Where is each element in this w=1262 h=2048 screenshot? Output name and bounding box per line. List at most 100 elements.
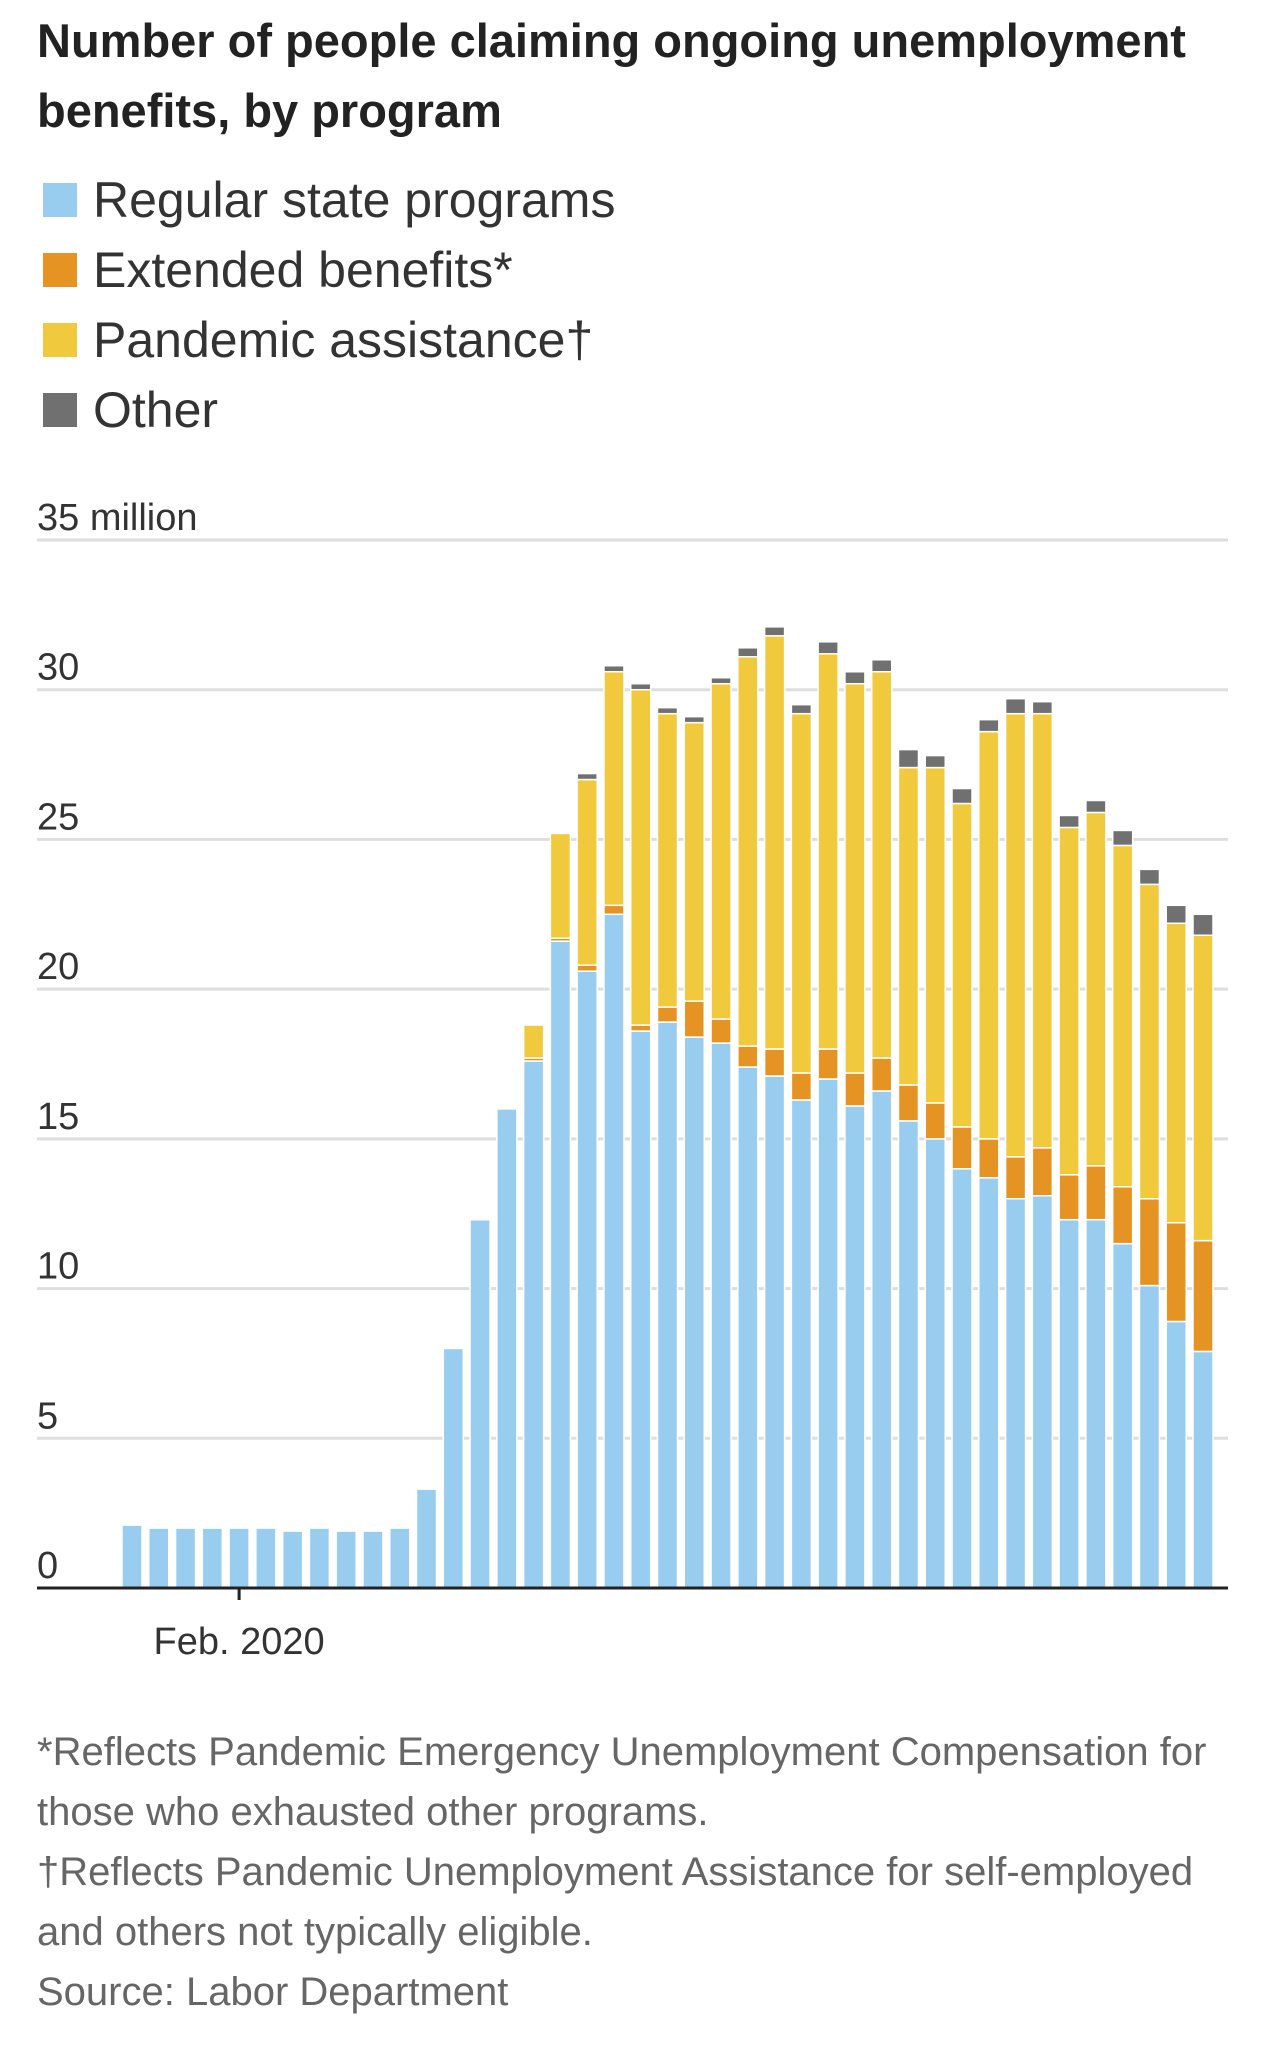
bar-segment [1138,883,1161,1200]
bar-segment [763,1048,786,1077]
bar-segment [255,1527,277,1589]
bar-segment [870,1090,893,1589]
bar-segment [1165,1221,1187,1323]
bar-segment [1004,1156,1027,1200]
bar-segment [683,721,706,1002]
bar-segment [844,670,866,685]
legend-item: Pandemic assistance† [43,305,615,375]
bar-segment [228,1527,250,1589]
chart-title: Number of people claiming ongoing unempl… [37,14,1186,137]
bar-segment [924,1138,946,1589]
bar-segment [121,1524,143,1589]
bar-segment [1085,1218,1107,1589]
bar-segment [549,940,572,1589]
bar-segment [201,1527,224,1589]
bar-segment [522,1060,545,1589]
bar-segment [737,1045,759,1068]
bar-segment [844,682,866,1074]
bar-segment [335,1530,357,1589]
bar-segment [576,772,598,781]
bar-segment [1111,844,1134,1188]
notes: *Reflects Pandemic Emergency Unemploymen… [37,1722,1237,2022]
legend-swatch [43,323,77,357]
bar-segment [737,647,759,658]
bar-segment [924,766,946,1104]
bar-segment [1031,1194,1054,1589]
bar-segment [710,682,732,1020]
y-tick-label: 20 [37,946,79,988]
bar-segment [1192,1350,1214,1589]
bar-segment [1138,1197,1161,1287]
bar-segment [603,904,625,916]
bar-segment [897,748,920,769]
y-tick-label: 10 [37,1246,79,1288]
legend-item: Regular state programs [43,165,615,235]
bar-segment [978,1138,1000,1179]
bar-segment [683,1000,706,1038]
y-tick-label: 0 [37,1545,58,1587]
bar-segment [924,1102,946,1140]
bar-segment [1004,712,1027,1158]
bar-segment [442,1347,465,1589]
legend-label: Regular state programs [93,172,616,228]
footnote: *Reflects Pandemic Emergency Unemploymen… [37,1730,1207,1834]
legend-swatch [43,393,77,427]
bar-segment [817,653,839,1050]
legend: Regular state programs Extended benefits*… [43,165,615,445]
bar-segment [790,712,813,1074]
bar-segment [817,641,839,655]
bar-segment [951,1126,973,1170]
bar-segment [763,635,786,1050]
y-tick-label: 35 million [37,497,198,539]
bar-segment [1058,826,1080,1176]
bar-segment [817,1048,839,1080]
bar-segment [897,766,920,1086]
bar-segment [656,1021,679,1589]
legend-item: Extended benefits* [43,235,615,305]
bar-segment [870,1057,893,1092]
bar-segment [1111,1242,1134,1589]
y-tick-label: 30 [37,647,79,689]
bar-segment [549,832,572,939]
bar-segment [496,1108,518,1589]
bar-segment [1031,712,1054,1149]
bar-segment [790,703,813,715]
bar-segment [603,670,625,907]
bar-segment [978,718,1000,733]
bar-segment [576,778,598,966]
bar-segment [1138,868,1161,886]
bar-segment [1165,922,1187,1224]
bar-segment [870,659,893,673]
bar-segment [978,1177,1000,1589]
legend-swatch [43,253,77,287]
bar-segment [603,913,625,1589]
bar-segment [656,706,679,715]
chart: 0 5 10 15 20 25 30 35 million Feb. 2020 [37,497,1228,1663]
bar-segment [1058,1174,1080,1221]
bar-segment [1085,811,1107,1167]
bar-segment [1111,1186,1134,1245]
bar-segment [790,1072,813,1101]
x-tick-label: Feb. 2020 [154,1621,325,1663]
bar-segment [1031,700,1054,715]
bar-segment [870,670,893,1059]
bar-segment [1192,1239,1214,1353]
bar-segment [656,712,679,1008]
bar-segment [629,1024,652,1032]
bar-segment [683,1036,706,1589]
bar-segment [817,1078,839,1589]
bar-segment [1058,1218,1080,1589]
bar-segment [1192,913,1214,936]
footnote: †Reflects Pandemic Unemployment Assistan… [37,1850,1194,1954]
bar-segment [710,676,732,685]
bar-segment [656,1006,679,1023]
bar-segment [1165,904,1187,925]
bar-segment [1004,697,1027,715]
bar-segment [844,1072,866,1107]
bar-segment [576,964,598,972]
bar-segment [951,1168,973,1589]
bar-segment [629,1030,652,1589]
bar-segment [683,715,706,724]
bar-segment [1192,934,1214,1242]
bar-segment [737,1066,759,1589]
